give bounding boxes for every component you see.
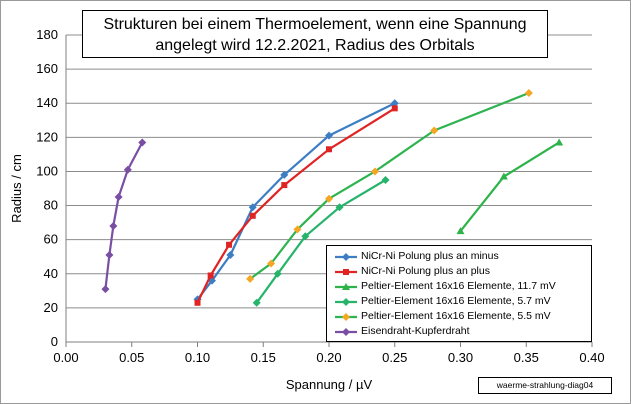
x-tick-label: 0.15	[251, 350, 276, 365]
data-point-series-5	[267, 259, 276, 268]
chart-annotation: waerme-strahlung-diag04	[478, 377, 612, 394]
data-point-series-1	[226, 251, 235, 260]
data-point-series-1	[280, 170, 289, 179]
data-point-series-4	[335, 203, 344, 212]
legend-swatch	[335, 253, 357, 261]
y-tick-label: 40	[44, 266, 58, 281]
data-point-series-3	[499, 172, 508, 180]
data-point-series-1	[390, 99, 399, 108]
series-line-3	[459, 141, 560, 232]
y-tick-label: 160	[36, 61, 58, 76]
data-point-series-2	[249, 212, 256, 219]
data-point-series-5	[325, 194, 333, 203]
x-axis-title: Spannung / µV	[286, 377, 373, 392]
series-line-6	[104, 141, 144, 290]
legend-item-3: Peltier-Element 16x16 Elemente, 11.7 mV	[327, 279, 589, 294]
y-tick-label: 140	[36, 95, 58, 110]
data-point-series-6	[101, 285, 110, 294]
data-point-series-4	[301, 232, 310, 241]
y-tick-label: 80	[44, 198, 58, 213]
y-tick-label: 120	[36, 129, 58, 144]
data-point-series-2	[207, 272, 214, 279]
data-point-series-5	[246, 274, 255, 283]
y-axis-title: Radius / cm	[9, 154, 24, 223]
x-tick-label: 0.30	[448, 350, 473, 365]
legend-label: Peltier-Element 16x16 Elemente, 11.7 mV	[361, 280, 556, 292]
legend-label: NiCr-Ni Polung plus an minus	[361, 250, 499, 262]
x-tick-label: 0.00	[53, 350, 78, 365]
chart-legend: NiCr-Ni Polung plus an minus NiCr-Ni Polu…	[326, 245, 592, 342]
data-point-series-2	[281, 182, 288, 189]
legend-label: NiCr-Ni Polung plus an plus	[361, 265, 490, 277]
data-point-series-6	[138, 138, 147, 147]
data-point-series-2	[326, 146, 332, 153]
data-point-series-1	[248, 203, 257, 212]
x-tick-label: 0.05	[119, 350, 144, 365]
y-tick-label: 60	[44, 232, 58, 247]
legend-swatch	[335, 328, 357, 336]
data-point-series-3	[456, 227, 465, 235]
x-tick-label: 0.25	[382, 350, 407, 365]
data-point-series-5	[430, 126, 439, 135]
y-tick-label: 0	[51, 334, 58, 349]
legend-swatch	[335, 298, 357, 306]
data-point-series-6	[123, 165, 132, 174]
data-point-series-6	[114, 193, 123, 202]
legend-label: Peltier-Element 16x16 Elemente, 5.7 mV	[361, 295, 551, 307]
data-point-series-5	[524, 88, 533, 97]
x-tick-label: 0.35	[514, 350, 539, 365]
data-point-series-5	[371, 167, 380, 176]
legend-swatch	[335, 313, 357, 321]
chart-title: Strukturen bei einem Thermoelement, wenn…	[82, 10, 548, 58]
data-point-series-4	[273, 269, 282, 278]
legend-item-6: Eisendraht-Kupferdraht	[327, 324, 589, 339]
legend-item-1: NiCr-Ni Polung plus an minus	[327, 249, 589, 264]
y-tick-label: 180	[36, 27, 58, 42]
data-point-series-6	[109, 222, 118, 231]
data-point-series-4	[381, 175, 390, 184]
legend-label: Eisendraht-Kupferdraht	[361, 325, 470, 337]
y-tick-label: 100	[36, 163, 58, 178]
data-point-series-4	[252, 298, 261, 307]
legend-swatch	[335, 283, 357, 290]
data-point-series-1	[325, 131, 333, 140]
x-tick-label: 0.40	[579, 350, 604, 365]
data-point-series-3	[555, 138, 564, 146]
chart-title-line-2: angelegt wird 12.2.2021, Radius des Orbi…	[155, 37, 475, 54]
legend-item-2: NiCr-Ni Polung plus an plus	[327, 264, 589, 279]
data-point-series-6	[105, 251, 114, 260]
x-tick-label: 0.20	[316, 350, 341, 365]
legend-swatch	[335, 269, 357, 275]
legend-label: Peltier-Element 16x16 Elemente, 5.5 mV	[361, 310, 551, 322]
data-point-series-2	[226, 241, 233, 248]
data-point-series-5	[293, 225, 302, 234]
data-point-series-2	[391, 105, 398, 112]
y-tick-label: 20	[44, 300, 58, 315]
x-tick-label: 0.10	[185, 350, 210, 365]
legend-item-4: Peltier-Element 16x16 Elemente, 5.7 mV	[327, 294, 589, 309]
data-point-series-2	[194, 299, 201, 306]
chart-title-line-1: Strukturen bei einem Thermoelement, wenn…	[103, 16, 527, 33]
legend-item-5: Peltier-Element 16x16 Elemente, 5.5 mV	[327, 309, 589, 324]
